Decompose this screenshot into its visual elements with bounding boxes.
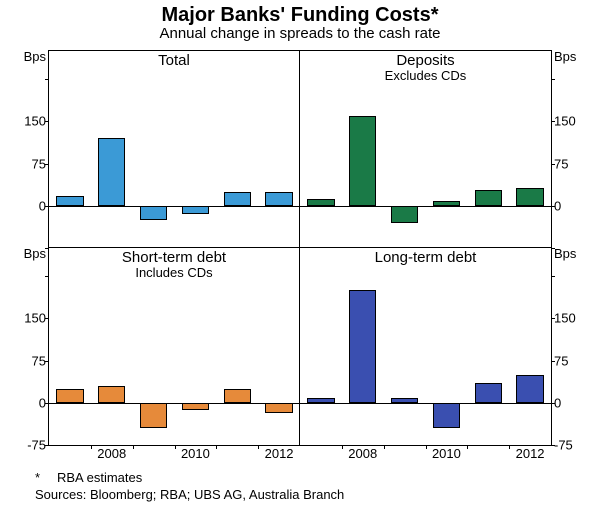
y-tick-label: -75 — [551, 438, 594, 453]
panel-long-term-debt: Bps Long-term debt -75075150200820102012 — [300, 248, 551, 445]
y-tick — [45, 121, 49, 122]
x-tick — [133, 445, 134, 449]
y-tick-label: 0 — [6, 198, 49, 213]
x-tick — [509, 445, 510, 449]
bar — [98, 386, 125, 403]
y-tick-label: 150 — [551, 114, 594, 129]
zero-line — [300, 403, 551, 404]
y-tick-label: 150 — [551, 311, 594, 326]
x-tick — [175, 445, 176, 449]
y-tick — [551, 164, 555, 165]
bar — [433, 201, 460, 206]
x-tick-label: 2010 — [432, 445, 461, 461]
y-tick-label: -75 — [6, 438, 49, 453]
y-tick — [45, 318, 49, 319]
panel-total: Bps Total 075150 — [49, 51, 300, 248]
y-tick-label: 150 — [6, 114, 49, 129]
bar — [140, 403, 167, 428]
y-tick-label: 75 — [6, 156, 49, 171]
bar — [475, 190, 502, 206]
y-tick — [45, 164, 49, 165]
y-axis-unit: Bps — [6, 49, 49, 64]
y-tick-label: 0 — [551, 395, 594, 410]
panel-short-term-debt: Bps Short-term debt Includes CDs -750751… — [49, 248, 300, 445]
y-tick — [551, 445, 555, 446]
chart-title: Major Banks' Funding Costs* — [0, 0, 600, 26]
footnote: *RBA estimates Sources: Bloomberg; RBA; … — [35, 470, 344, 504]
x-tick — [426, 445, 427, 449]
y-tick-label: 0 — [551, 198, 594, 213]
footnote-star: * — [35, 470, 57, 487]
x-tick-label: 2008 — [348, 445, 377, 461]
y-tick — [551, 79, 555, 80]
y-tick — [551, 318, 555, 319]
bar — [182, 403, 209, 410]
y-axis-unit: Bps — [551, 49, 594, 64]
zero-line — [300, 206, 551, 207]
y-tick-label: 150 — [6, 311, 49, 326]
y-tick — [45, 445, 49, 446]
bar — [433, 403, 460, 428]
bar — [224, 192, 251, 206]
x-tick-label: 2012 — [265, 445, 294, 461]
x-tick — [384, 445, 385, 449]
bar — [56, 389, 83, 403]
bar — [391, 206, 418, 223]
bar — [265, 192, 292, 206]
bar — [391, 398, 418, 403]
y-tick — [45, 403, 49, 404]
zero-line — [49, 403, 299, 404]
bar — [140, 206, 167, 220]
bar — [56, 196, 83, 206]
y-axis-unit: Bps — [551, 246, 594, 261]
y-tick — [551, 403, 555, 404]
y-tick-label: 75 — [551, 353, 594, 368]
footnote-text: RBA estimates — [57, 470, 142, 485]
bar — [265, 403, 292, 413]
y-tick — [551, 206, 555, 207]
y-tick-label: 75 — [6, 353, 49, 368]
chart-subtitle: Annual change in spreads to the cash rat… — [0, 26, 600, 43]
bar — [516, 188, 543, 206]
bar — [349, 290, 376, 403]
y-tick — [45, 361, 49, 362]
panel-deposits: Bps Deposits Excludes CDs 075150 — [300, 51, 551, 248]
x-tick-label: 2012 — [516, 445, 545, 461]
sources-label: Sources: — [35, 487, 86, 502]
y-tick-label: 0 — [6, 395, 49, 410]
x-tick — [216, 445, 217, 449]
bar — [516, 375, 543, 403]
x-tick — [258, 445, 259, 449]
x-tick — [467, 445, 468, 449]
bar — [307, 398, 334, 403]
bar — [349, 116, 376, 206]
bar — [224, 389, 251, 403]
y-tick — [45, 79, 49, 80]
bar — [475, 383, 502, 403]
x-tick-label: 2008 — [97, 445, 126, 461]
chart-area: Bps Total 075150 Bps Deposits Excludes C… — [48, 50, 552, 446]
bar — [182, 206, 209, 214]
y-tick — [45, 206, 49, 207]
x-tick — [91, 445, 92, 449]
y-tick-label: 75 — [551, 156, 594, 171]
y-tick — [551, 121, 555, 122]
x-tick-label: 2010 — [181, 445, 210, 461]
y-tick — [551, 361, 555, 362]
bar — [98, 138, 125, 206]
y-tick — [45, 276, 49, 277]
y-tick — [551, 276, 555, 277]
zero-line — [49, 206, 299, 207]
x-tick — [342, 445, 343, 449]
y-axis-unit: Bps — [6, 246, 49, 261]
sources-text: Bloomberg; RBA; UBS AG, Australia Branch — [90, 487, 344, 502]
bar — [307, 199, 334, 206]
